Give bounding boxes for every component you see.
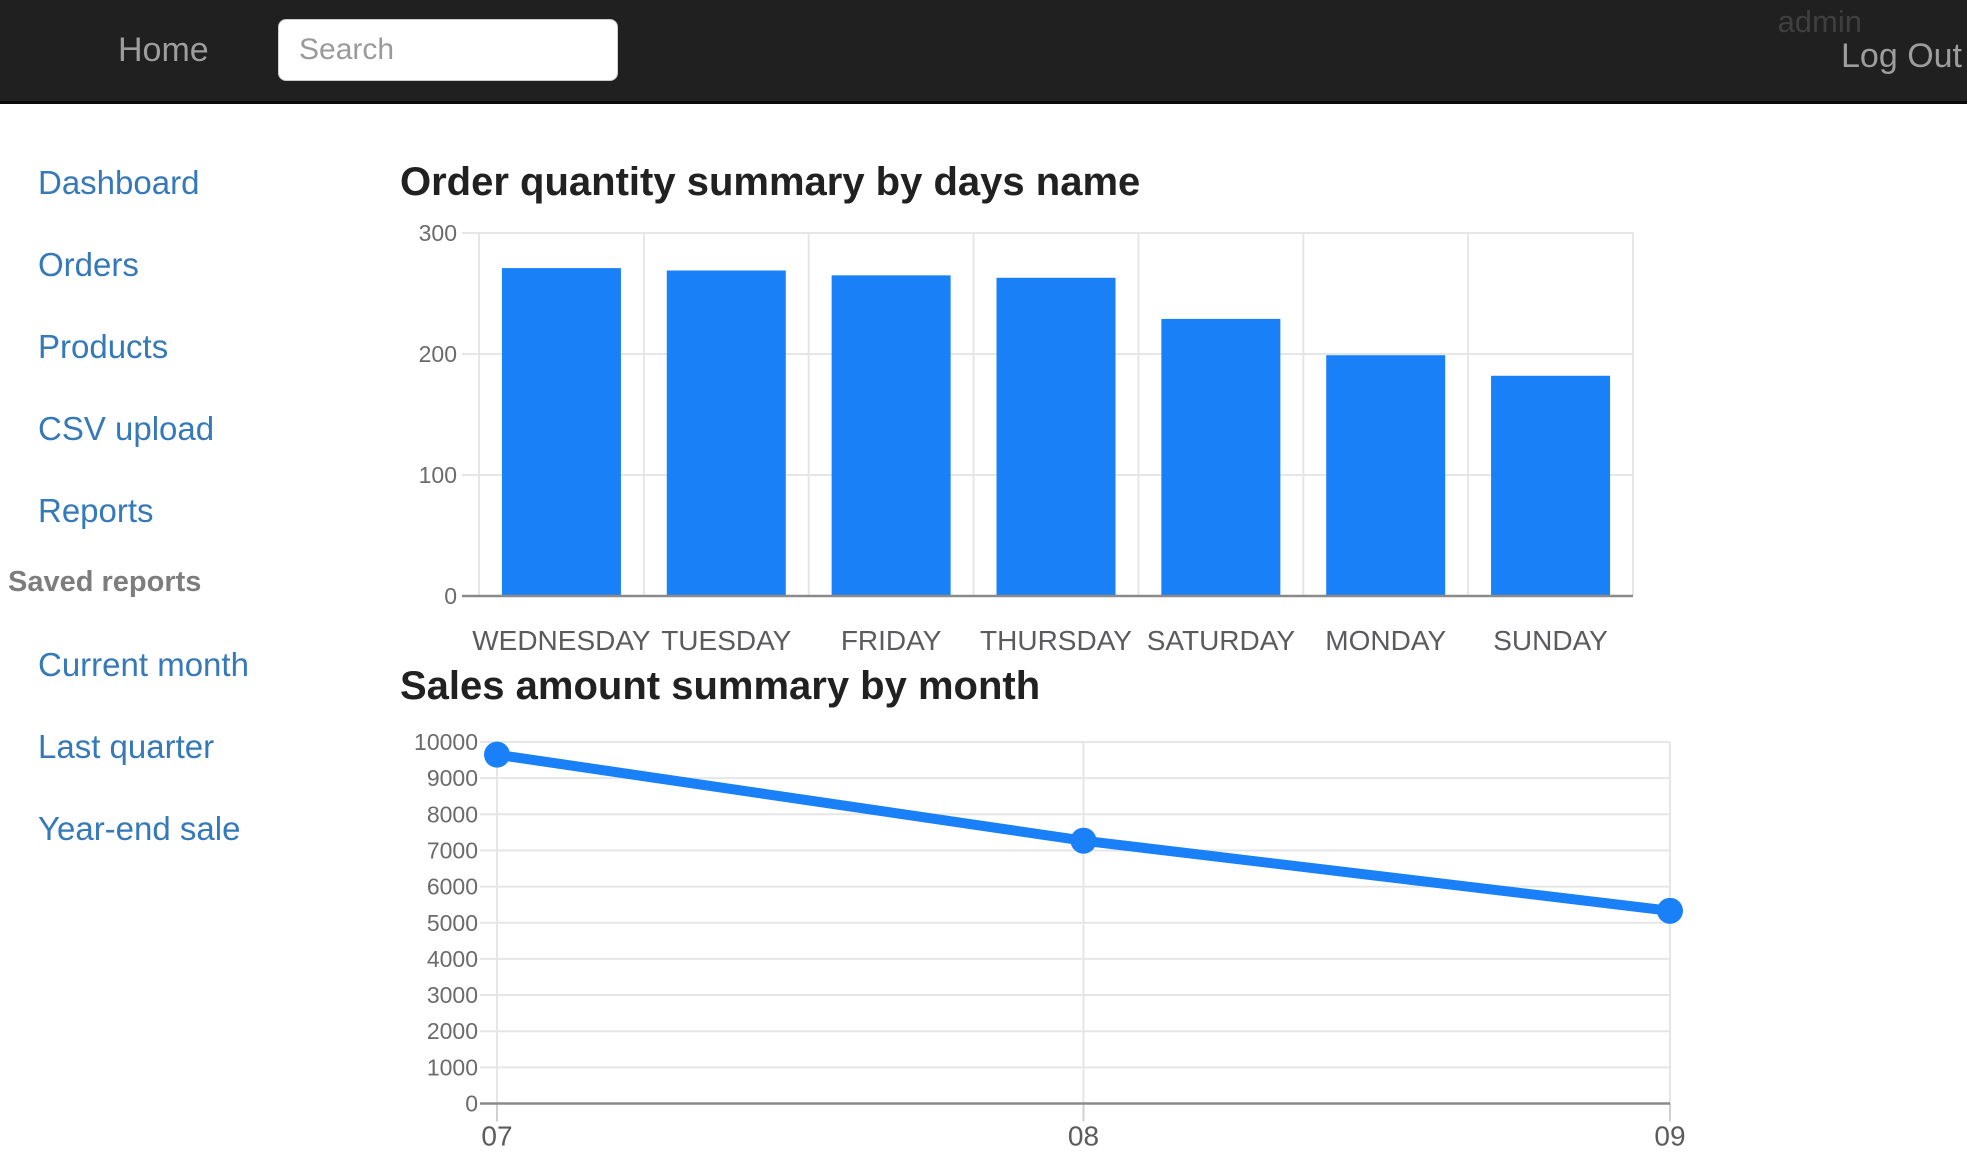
- sidebar-item-label[interactable]: Last quarter: [38, 728, 215, 765]
- x-axis-label: FRIDAY: [841, 625, 942, 656]
- bar-sunday[interactable]: [1491, 375, 1611, 596]
- data-point-08[interactable]: [1070, 827, 1097, 854]
- x-axis-label: SATURDAY: [1147, 625, 1296, 656]
- sidebar-item-current-month[interactable]: Current month: [0, 624, 390, 706]
- data-point-09[interactable]: [1657, 897, 1683, 924]
- top-navbar: Home admin Log Out: [0, 0, 1967, 104]
- bar-friday[interactable]: [831, 275, 951, 596]
- y-axis-label: 1000: [427, 1054, 478, 1080]
- y-axis-label: 7000: [427, 837, 478, 863]
- line-chart-title: Sales amount summary by month: [400, 664, 1041, 708]
- x-axis-label: 09: [1654, 1121, 1685, 1152]
- sidebar-item-label[interactable]: Reports: [38, 492, 154, 529]
- bar-saturday[interactable]: [1161, 318, 1281, 596]
- x-axis-label: THURSDAY: [980, 625, 1132, 656]
- sidebar-item-reports[interactable]: Reports: [0, 470, 390, 552]
- bar-thursday[interactable]: [996, 277, 1116, 596]
- sidebar-item-orders[interactable]: Orders: [0, 224, 390, 306]
- data-point-07[interactable]: [484, 741, 510, 768]
- bar-chart-title: Order quantity summary by days name: [400, 160, 1141, 204]
- saved-reports-header: Saved reports: [8, 566, 202, 598]
- search-input[interactable]: [278, 19, 618, 81]
- sidebar-item-label[interactable]: Current month: [38, 646, 249, 683]
- y-axis-label: 0: [444, 583, 457, 609]
- y-axis-label: 10000: [414, 729, 478, 755]
- x-axis-label: TUESDAY: [661, 625, 791, 656]
- line-chart: 0 1000 2000 3000 4000 5000 6000 7000 8000 9000 100…: [414, 729, 1686, 1152]
- x-axis-label: MONDAY: [1325, 625, 1446, 656]
- y-axis-label: 8000: [427, 801, 478, 827]
- y-axis-label: 100: [419, 462, 457, 488]
- bar-monday[interactable]: [1326, 355, 1446, 596]
- y-axis-label: 9000: [427, 765, 478, 791]
- sidebar-nav: Dashboard Orders Products CSV upload Rep…: [0, 104, 390, 870]
- sidebar-item-dashboard[interactable]: Dashboard: [0, 142, 390, 224]
- sidebar-item-label[interactable]: Products: [38, 328, 169, 365]
- y-axis-label: 200: [419, 341, 457, 367]
- sidebar-item-label[interactable]: CSV upload: [38, 410, 215, 447]
- bar-wednesday[interactable]: [501, 268, 621, 596]
- sidebar-item-label[interactable]: Orders: [38, 246, 139, 283]
- y-axis-label: 6000: [427, 874, 478, 900]
- y-axis-label: 300: [419, 220, 457, 246]
- x-axis-label: 08: [1068, 1121, 1099, 1152]
- sidebar-item-products[interactable]: Products: [0, 306, 390, 388]
- home-link[interactable]: Home: [118, 31, 209, 69]
- sidebar-item-last-quarter[interactable]: Last quarter: [0, 706, 390, 788]
- sidebar-item-csv-upload[interactable]: CSV upload: [0, 388, 390, 470]
- bar-chart: 0 100 200 300 WEDNESDAY TUESDAY FRIDAY THURSDAY…: [419, 220, 1634, 656]
- x-axis-label: SUNDAY: [1493, 625, 1608, 656]
- y-axis-label: 3000: [427, 982, 478, 1008]
- sidebar-item-year-end-sale[interactable]: Year-end sale: [0, 788, 390, 870]
- x-axis-label: 07: [481, 1121, 512, 1152]
- y-axis-label: 5000: [427, 910, 478, 936]
- y-axis-label: 0: [465, 1091, 478, 1117]
- y-axis-label: 2000: [427, 1018, 478, 1044]
- logout-link[interactable]: Log Out: [1841, 37, 1962, 75]
- sidebar-item-label[interactable]: Dashboard: [38, 164, 200, 201]
- sidebar-item-label[interactable]: Year-end sale: [38, 810, 241, 847]
- logged-in-username: admin: [1777, 4, 1862, 39]
- y-axis-label: 4000: [427, 946, 478, 972]
- sidebar-saved-list: Current month Last quarter Year-end sale: [0, 612, 390, 870]
- sidebar-main-list: Dashboard Orders Products CSV upload Rep…: [0, 104, 390, 552]
- bar-tuesday[interactable]: [666, 270, 786, 596]
- x-axis-label: WEDNESDAY: [472, 625, 651, 656]
